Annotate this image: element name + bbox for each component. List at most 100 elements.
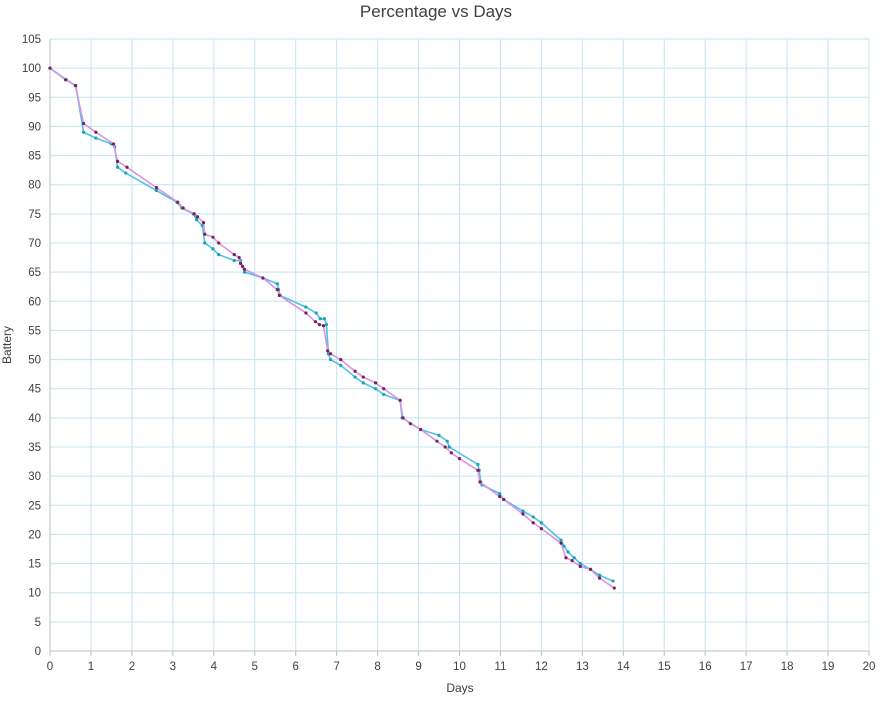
data-point [238,261,243,265]
data-point [304,311,308,315]
y-tick-label: 40 [28,413,41,425]
data-point [398,398,402,402]
data-point [326,349,330,353]
y-tick-label: 35 [28,442,41,454]
data-point [324,323,329,327]
data-point [313,320,317,324]
data-point [232,258,236,263]
data-point [237,255,241,260]
data-point [63,78,68,82]
data-point [539,527,544,531]
grid [49,38,870,656]
data-point [373,381,378,385]
y-tick-label: 80 [28,180,41,192]
data-point [564,556,568,560]
data-point [242,267,247,271]
data-point [275,288,279,292]
data-point [361,381,365,385]
x-tick-label: 2 [129,661,135,673]
data-point [217,241,221,245]
data-point [242,270,247,274]
y-tick-label: 65 [28,267,41,279]
x-tick-label: 14 [617,661,630,673]
data-point [48,66,52,70]
data-point [115,165,120,169]
data-point [531,521,535,525]
data-point [373,387,378,391]
data-point [203,241,207,245]
y-tick-label: 50 [28,355,41,367]
x-tick-label: 15 [658,661,671,673]
y-tick-label: 60 [28,296,41,308]
data-point [572,556,576,560]
data-point [597,573,602,577]
data-point [154,186,159,190]
data-point [111,142,116,146]
x-tick-label: 4 [211,661,218,673]
data-point [539,521,544,525]
data-point [181,206,185,210]
series-2 [48,66,616,590]
data-point [361,375,365,379]
x-tick-label: 3 [170,661,176,673]
data-point [401,416,405,420]
data-point [124,171,128,175]
data-point [192,212,196,216]
data-point [304,305,308,309]
data-point [502,497,506,502]
data-point [445,439,449,443]
data-point [382,392,386,397]
y-tick-label: 90 [28,121,41,133]
data-point [317,323,322,327]
x-tick-label: 0 [47,661,53,673]
data-point [232,253,236,257]
y-tick-label: 85 [28,151,41,163]
data-point [339,363,343,367]
y-tick-label: 15 [28,559,41,571]
data-point [443,445,447,449]
data-point [498,494,502,499]
x-tick-label: 6 [292,661,298,673]
data-point [476,462,480,467]
x-tick-label: 7 [333,661,339,673]
x-axis-label: Days [446,681,473,695]
data-point [588,567,593,572]
data-point [435,439,439,443]
y-tick-label: 20 [28,529,41,541]
data-point [321,324,326,328]
data-point [94,130,98,134]
data-point [559,541,563,545]
data-point [478,480,482,484]
y-axis-ticks: 0 5 10 15 20 25 30 35 40 45 50 55 60 65 70 75 80 85 90 95 10… [22,34,41,658]
data-point [570,559,574,563]
y-tick-label: 0 [35,646,41,658]
data-point [447,445,451,449]
y-tick-label: 75 [28,209,41,221]
data-point [578,561,582,566]
x-tick-label: 20 [863,661,876,673]
x-tick-label: 19 [822,661,835,673]
series-line [49,67,614,582]
data-point [240,264,245,268]
series-layer [48,66,616,590]
x-tick-label: 5 [252,661,258,673]
data-point [94,136,98,140]
x-tick-label: 1 [88,661,94,673]
y-tick-label: 55 [28,325,41,337]
data-point [612,586,616,590]
data-point [353,369,357,373]
y-axis-label: Battery [0,326,14,364]
y-tick-label: 100 [22,63,41,75]
y-tick-label: 70 [28,238,41,250]
x-tick-label: 13 [576,661,589,673]
data-point [314,311,318,315]
data-point [566,550,570,554]
data-point [328,352,333,356]
data-point [211,235,215,239]
data-point [203,232,207,236]
data-point [81,121,86,126]
data-point [195,215,200,219]
data-point [318,317,322,321]
